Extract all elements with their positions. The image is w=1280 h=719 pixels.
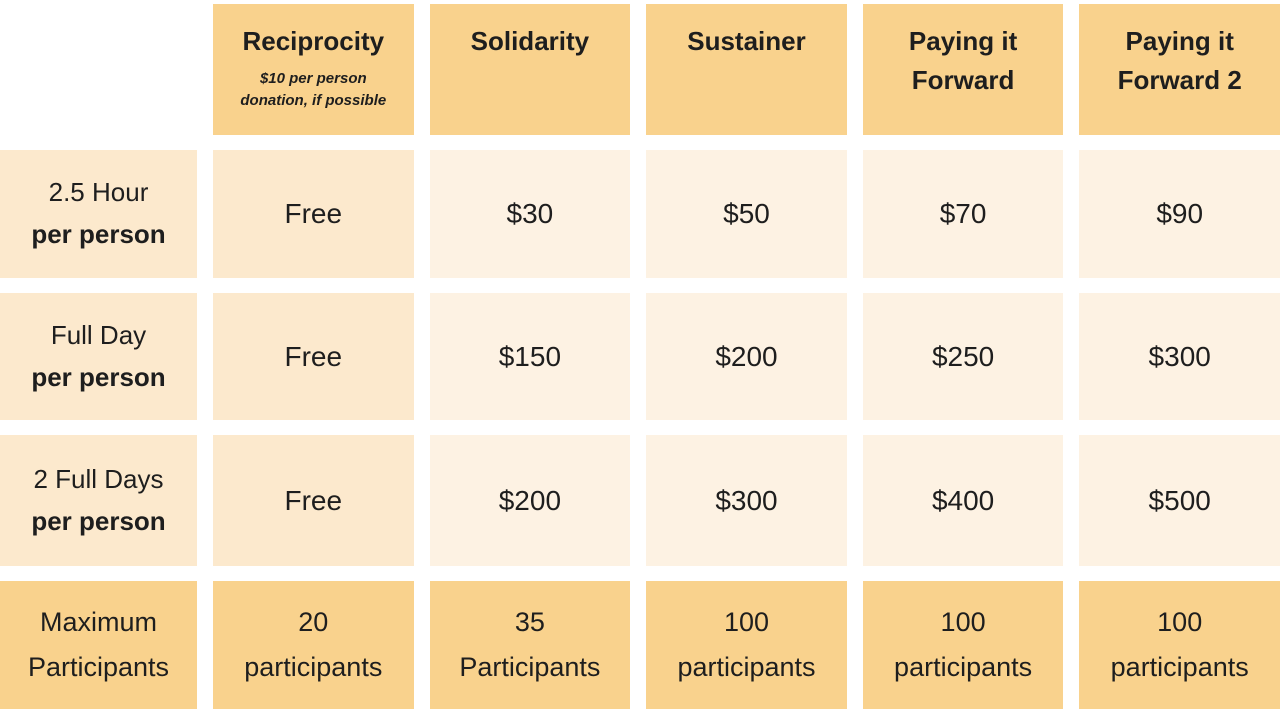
cell-2-full-days-reciprocity: Free — [213, 435, 414, 566]
pricing-table: Reciprocity $10 per person donation, if … — [0, 4, 1280, 709]
header-reciprocity: Reciprocity $10 per person donation, if … — [213, 4, 414, 135]
row-label-top: 2 Full Days — [33, 463, 164, 494]
row-label-maximum-participants: Maximum Participants — [0, 581, 197, 709]
cell-2-5-hour-paying-it-forward-2: $90 — [1079, 150, 1280, 278]
header-paying-it-forward-2: Paying it Forward 2 — [1079, 4, 1280, 135]
row-label-2-full-days: 2 Full Days per person — [0, 435, 197, 566]
cell-full-day-paying-it-forward: $250 — [862, 293, 1064, 420]
row-label-full-day: Full Day per person — [0, 293, 197, 420]
cell-full-day-solidarity: $150 — [429, 293, 631, 420]
row-label-top: 2.5 Hour — [48, 177, 149, 208]
column-title: Solidarity — [470, 26, 590, 56]
row-label-top: Full Day — [50, 319, 147, 350]
row-label-bottom: per person — [31, 361, 166, 392]
cell-max-participants-paying-it-forward-2: 100 participants — [1079, 581, 1280, 709]
cell-2-5-hour-sustainer: $50 — [646, 150, 847, 278]
column-title: Paying it Forward 2 — [1117, 26, 1242, 95]
row-label-2-5-hour: 2.5 Hour per person — [0, 150, 197, 278]
column-title: Sustainer — [687, 26, 806, 56]
cell-2-full-days-paying-it-forward-2: $500 — [1079, 435, 1280, 566]
cell-2-full-days-solidarity: $200 — [429, 435, 631, 566]
column-title: Paying it Forward — [908, 26, 1018, 95]
cell-max-participants-solidarity: 35 Participants — [429, 581, 631, 709]
cell-2-5-hour-reciprocity: Free — [213, 150, 414, 278]
cell-full-day-sustainer: $200 — [646, 293, 847, 420]
cell-max-participants-sustainer: 100 participants — [646, 581, 847, 709]
cell-full-day-reciprocity: Free — [213, 293, 414, 420]
column-title: Reciprocity — [242, 26, 385, 56]
cell-max-participants-reciprocity: 20 participants — [213, 581, 414, 709]
cell-2-full-days-sustainer: $300 — [646, 435, 847, 566]
cell-2-5-hour-paying-it-forward: $70 — [862, 150, 1064, 278]
header-sustainer: Sustainer — [646, 4, 847, 135]
row-label-bottom: per person — [31, 219, 166, 249]
header-solidarity: Solidarity — [429, 4, 631, 135]
row-label-bottom: per person — [31, 505, 166, 536]
header-paying-it-forward: Paying it Forward — [862, 4, 1064, 135]
cell-full-day-paying-it-forward-2: $300 — [1079, 293, 1280, 420]
cell-2-full-days-paying-it-forward: $400 — [862, 435, 1064, 566]
cell-2-5-hour-solidarity: $30 — [429, 150, 631, 278]
column-subtitle: $10 per person donation, if possible — [240, 70, 387, 109]
header-empty-cell — [0, 4, 197, 135]
cell-max-participants-paying-it-forward: 100 participants — [862, 581, 1064, 709]
